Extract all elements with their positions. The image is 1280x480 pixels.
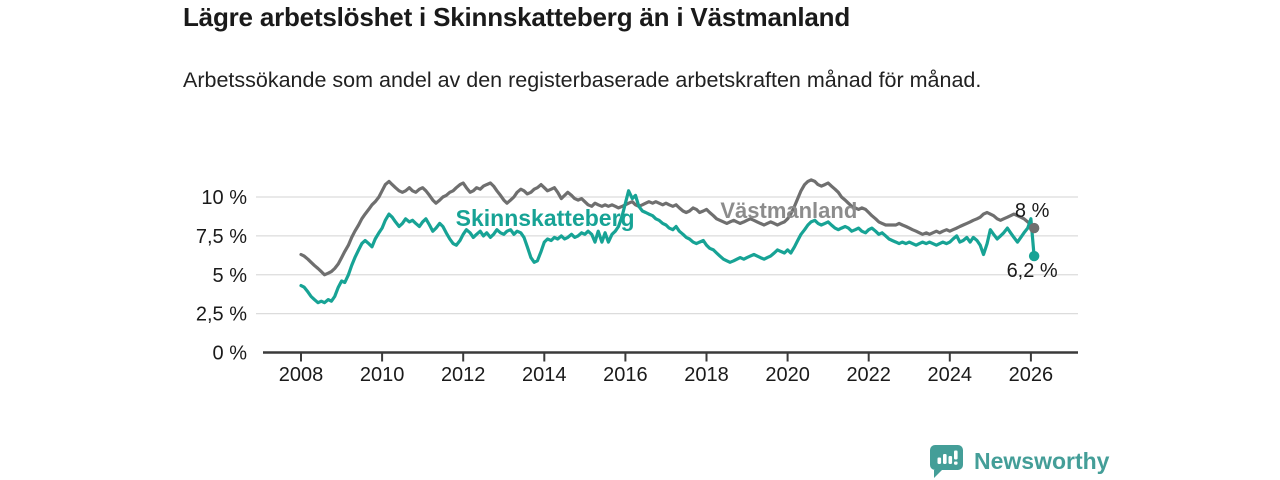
end-value-label-västmanland: 8 % [1015,200,1050,222]
chart-title: Lägre arbetslöshet i Skinnskatteberg än … [183,2,851,32]
x-tick-label: 2016 [603,364,648,386]
x-tick-label: 2022 [846,364,891,386]
y-tick-label: 7,5 % [196,226,247,248]
newsworthy-wordmark: Newsworthy [974,448,1110,474]
x-tick-label: 2020 [765,364,810,386]
x-tick-label: 2024 [928,364,973,386]
end-dot-västmanland [1028,222,1040,234]
newsworthy-icon [930,445,963,478]
x-tick-label: 2014 [522,364,567,386]
x-tick-label: 2012 [441,364,486,386]
series-label-skinnskatteberg: Skinnskatteberg [456,205,635,231]
newsworthy-logo[interactable]: Newsworthy [928,443,1109,480]
x-tick-label: 2018 [684,364,729,386]
x-tick-label: 2008 [279,364,324,386]
x-tick-label: 2010 [360,364,405,386]
y-tick-label: 5 % [213,265,248,287]
y-tick-label: 10 % [201,187,247,209]
chart-subtitle: Arbetssökande som andel av den registerb… [183,68,982,92]
y-tick-label: 2,5 % [196,304,247,326]
y-tick-label: 0 % [213,343,248,365]
series-line-västmanland [299,178,1036,277]
end-value-label-skinnskatteberg: 6,2 % [1007,260,1058,282]
x-tick-label: 2026 [1009,364,1054,386]
end-dot-skinnskatteberg [1028,250,1040,262]
series-label-västmanland: Västmanland [720,198,857,223]
series-line-skinnskatteberg [299,189,1036,305]
